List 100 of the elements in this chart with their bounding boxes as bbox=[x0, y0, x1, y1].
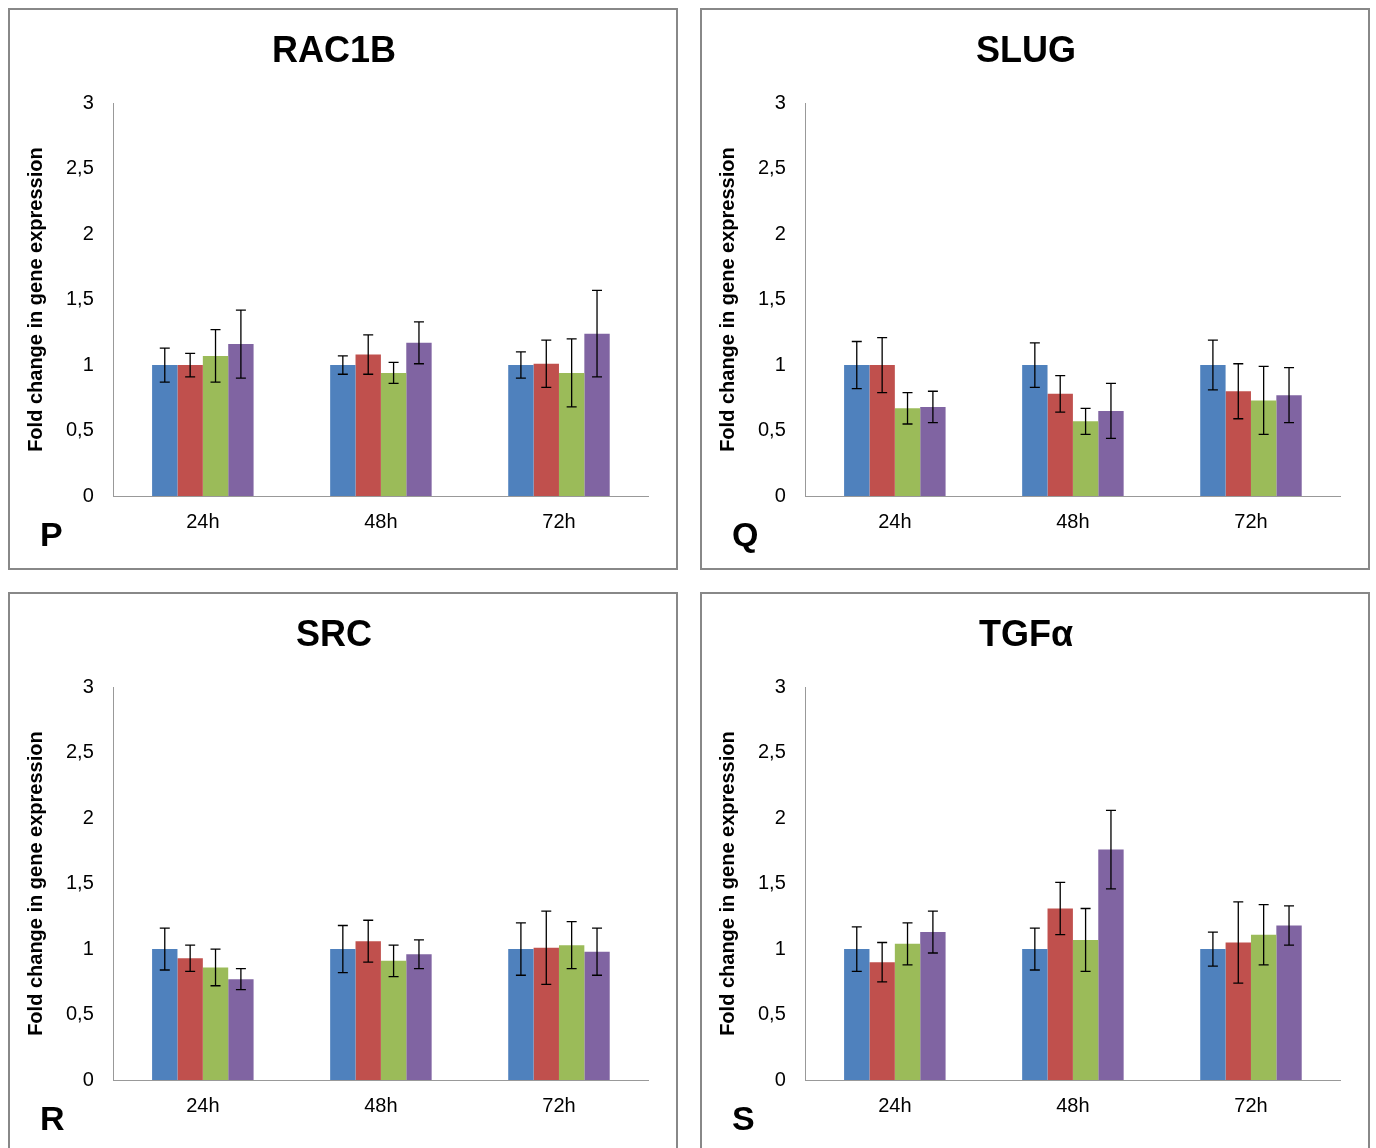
x-tick-label: 24h bbox=[878, 1093, 912, 1116]
bar bbox=[869, 365, 895, 496]
y-tick-label: 1,5 bbox=[65, 287, 94, 310]
bar bbox=[1047, 908, 1073, 1080]
y-tick-label: 1 bbox=[82, 352, 94, 375]
y-tick-label: 3 bbox=[774, 90, 786, 113]
y-tick-label: 1 bbox=[82, 936, 94, 959]
y-tick-label: 2,5 bbox=[65, 156, 94, 179]
y-tick-label: 0,5 bbox=[757, 1002, 786, 1025]
bar bbox=[177, 365, 203, 496]
bar bbox=[920, 932, 946, 1080]
y-tick-label: 3 bbox=[774, 674, 786, 697]
bar bbox=[330, 949, 356, 1080]
x-tick-label: 72h bbox=[1234, 509, 1268, 532]
x-tick-label: 48h bbox=[1056, 1093, 1090, 1116]
bar bbox=[380, 372, 407, 496]
y-axis-title: Fold change in gene expression bbox=[715, 147, 738, 452]
bar bbox=[533, 363, 559, 496]
y-tick-label: 0 bbox=[82, 1067, 94, 1090]
bar bbox=[152, 365, 178, 496]
bar bbox=[1225, 942, 1251, 1080]
bar bbox=[1098, 849, 1124, 1080]
bar bbox=[894, 408, 921, 496]
bar bbox=[558, 945, 585, 1080]
bar bbox=[406, 342, 432, 496]
bar bbox=[380, 960, 407, 1080]
y-tick-label: 2 bbox=[82, 221, 94, 244]
y-tick-label: 1 bbox=[774, 352, 786, 375]
chart-title: SRC bbox=[295, 612, 373, 654]
y-tick-label: 2 bbox=[774, 221, 786, 244]
x-tick-label: 24h bbox=[186, 1093, 220, 1116]
bar bbox=[406, 954, 432, 1080]
y-tick-label: 0 bbox=[774, 1067, 786, 1090]
y-tick-label: 2,5 bbox=[757, 740, 786, 763]
bar bbox=[355, 941, 381, 1080]
x-tick-label: 72h bbox=[542, 1093, 576, 1116]
bar bbox=[330, 365, 356, 496]
y-tick-label: 2,5 bbox=[65, 740, 94, 763]
bar bbox=[202, 967, 229, 1080]
x-tick-label: 72h bbox=[542, 509, 576, 532]
y-tick-label: 2 bbox=[774, 805, 786, 828]
bar bbox=[508, 949, 534, 1080]
bar bbox=[1022, 949, 1048, 1080]
y-tick-label: 0,5 bbox=[65, 418, 94, 441]
bar bbox=[1200, 365, 1226, 496]
bar bbox=[558, 372, 585, 496]
bar bbox=[228, 979, 254, 1080]
text: R bbox=[40, 1099, 65, 1138]
bar bbox=[228, 344, 254, 496]
bar bbox=[584, 333, 610, 496]
y-tick-label: 1,5 bbox=[65, 871, 94, 894]
bar bbox=[1200, 949, 1226, 1080]
bar bbox=[177, 958, 203, 1080]
bar bbox=[1047, 393, 1073, 496]
bar bbox=[1276, 395, 1302, 496]
x-tick-label: 72h bbox=[1234, 1093, 1268, 1116]
y-axis-title: Fold change in gene expression bbox=[23, 147, 46, 452]
x-tick-label: 24h bbox=[878, 509, 912, 532]
y-tick-label: 2 bbox=[82, 805, 94, 828]
bar bbox=[1250, 934, 1277, 1080]
bar bbox=[533, 947, 559, 1080]
chart-title: SLUG bbox=[975, 28, 1077, 70]
bar bbox=[894, 943, 921, 1080]
bar bbox=[202, 355, 229, 496]
bar bbox=[1022, 365, 1048, 496]
bar bbox=[508, 365, 534, 496]
y-tick-label: 3 bbox=[82, 90, 94, 113]
bar bbox=[1250, 400, 1277, 496]
bar bbox=[1098, 410, 1124, 496]
x-tick-label: 48h bbox=[364, 509, 398, 532]
chart-title: RAC1B bbox=[271, 28, 397, 70]
y-tick-label: 1 bbox=[774, 936, 786, 959]
bar bbox=[152, 949, 178, 1080]
y-tick-label: 1,5 bbox=[757, 287, 786, 310]
bar bbox=[1072, 939, 1099, 1080]
chart-title: TGFα bbox=[978, 612, 1074, 654]
bar bbox=[920, 406, 946, 496]
x-tick-label: 48h bbox=[364, 1093, 398, 1116]
y-tick-label: 0,5 bbox=[757, 418, 786, 441]
bar bbox=[584, 951, 610, 1080]
y-tick-label: 0 bbox=[82, 483, 94, 506]
y-axis-title: Fold change in gene expression bbox=[23, 731, 46, 1036]
text: S bbox=[732, 1099, 755, 1138]
bar bbox=[844, 365, 870, 496]
y-tick-label: 0 bbox=[774, 483, 786, 506]
x-tick-label: 48h bbox=[1056, 509, 1090, 532]
y-tick-label: 2,5 bbox=[757, 156, 786, 179]
y-tick-label: 1,5 bbox=[757, 871, 786, 894]
bar bbox=[869, 962, 895, 1080]
bar bbox=[1225, 391, 1251, 496]
bar bbox=[844, 949, 870, 1080]
bar bbox=[1072, 421, 1099, 496]
bar bbox=[355, 354, 381, 496]
x-tick-label: 24h bbox=[186, 509, 220, 532]
y-tick-label: 0,5 bbox=[65, 1002, 94, 1025]
text: P bbox=[40, 515, 63, 554]
y-axis-title: Fold change in gene expression bbox=[715, 731, 738, 1036]
text: Q bbox=[732, 515, 759, 554]
bar bbox=[1276, 925, 1302, 1080]
y-tick-label: 3 bbox=[82, 674, 94, 697]
